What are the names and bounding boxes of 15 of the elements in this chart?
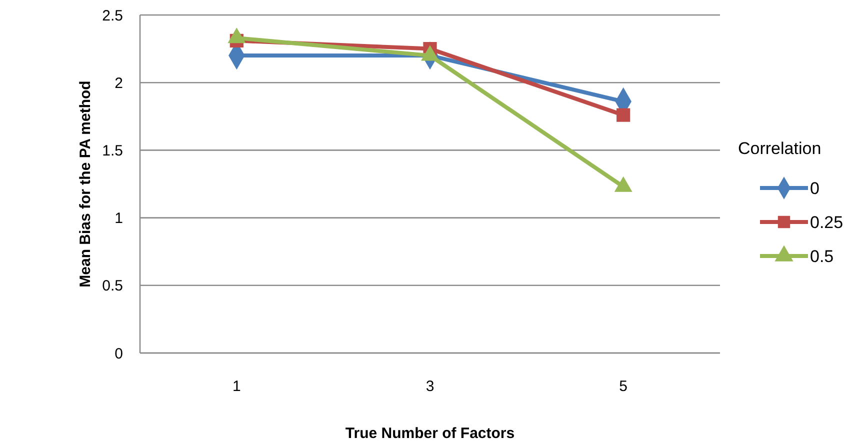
legend-label: 0.5 bbox=[810, 246, 834, 266]
x-tick-label: 1 bbox=[232, 378, 241, 395]
x-tick-label: 5 bbox=[619, 378, 628, 395]
legend-label: 0.25 bbox=[810, 212, 844, 232]
x-tick-label: 3 bbox=[426, 378, 434, 395]
y-tick-label: 0.5 bbox=[102, 278, 123, 295]
y-axis-title: Mean Bias for the PA method bbox=[77, 80, 94, 288]
legend-title: Correlation bbox=[738, 139, 822, 158]
y-tick-label: 2 bbox=[114, 74, 123, 92]
y-tick-label: 1.5 bbox=[102, 142, 123, 160]
x-axis-title: True Number of Factors bbox=[345, 425, 515, 442]
y-tick-label: 1 bbox=[114, 210, 123, 228]
legend-label: 0 bbox=[810, 178, 820, 198]
y-tick-label: 0 bbox=[114, 345, 123, 362]
y-tick-label: 2.5 bbox=[102, 7, 123, 24]
